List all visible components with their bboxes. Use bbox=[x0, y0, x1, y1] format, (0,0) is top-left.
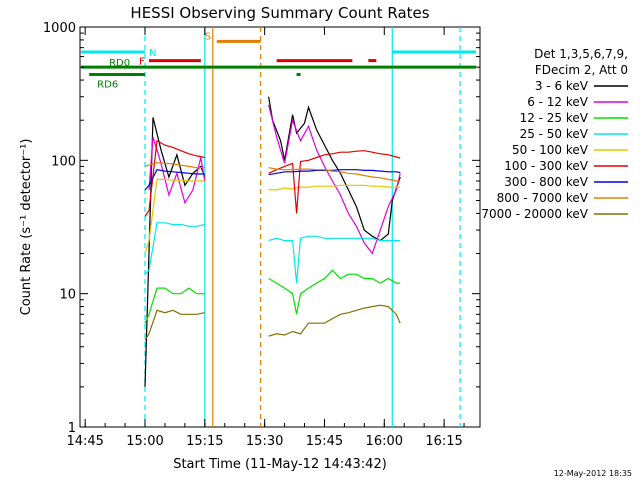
x-axis-label: Start Time (11-May-12 14:43:42) bbox=[173, 457, 387, 472]
flag-label-n: N bbox=[149, 48, 156, 59]
y-tick-label-1: 10 bbox=[59, 288, 76, 303]
x-tick-label-2: 15:15 bbox=[186, 434, 223, 449]
y-tick-label-2: 100 bbox=[51, 154, 76, 169]
y-axis: 1 10 100 1000 bbox=[43, 21, 480, 436]
series-lines bbox=[144, 96, 401, 387]
flag-label-f: F bbox=[139, 57, 145, 68]
plot-frame bbox=[79, 26, 481, 428]
legend-header-line-1: Det 1,3,5,6,7,9, bbox=[534, 47, 628, 61]
flag-label-rd0: RD0 bbox=[109, 58, 130, 69]
legend-label-6: 300 - 800 keV bbox=[504, 175, 588, 189]
x-tick-label-5: 16:00 bbox=[366, 434, 403, 449]
y-axis-label: Count Rate (s⁻¹ detector⁻¹) bbox=[19, 139, 34, 316]
series-line-1-1 bbox=[268, 104, 401, 255]
legend-label-0: 3 - 6 keV bbox=[535, 79, 589, 93]
legend-label-7: 800 - 7000 keV bbox=[497, 191, 589, 205]
series-line-2-0 bbox=[144, 287, 205, 324]
legend: Det 1,3,5,6,7,9, FDecim 2, Att 0 3 - 6 k… bbox=[481, 47, 628, 221]
series-line-2-1 bbox=[268, 269, 401, 315]
x-axis: 14:45 15:00 15:15 15:30 15:45 16:00 16:15 bbox=[66, 27, 465, 449]
x-tick-label-6: 16:15 bbox=[425, 434, 462, 449]
legend-label-1: 6 - 12 keV bbox=[527, 95, 589, 109]
x-tick-label-0: 14:45 bbox=[66, 434, 103, 449]
vertical-markers bbox=[144, 27, 461, 427]
series-line-0-1 bbox=[268, 96, 401, 242]
series-line-5-1 bbox=[268, 150, 401, 214]
legend-label-4: 50 - 100 keV bbox=[512, 143, 589, 157]
legend-label-5: 100 - 300 keV bbox=[504, 159, 588, 173]
legend-label-3: 25 - 50 keV bbox=[520, 127, 589, 141]
chart-title: HESSI Observing Summary Count Rates bbox=[130, 4, 429, 22]
x-tick-label-3: 15:30 bbox=[246, 434, 283, 449]
series-line-5-0 bbox=[144, 139, 205, 217]
legend-header-line-2: FDecim 2, Att 0 bbox=[535, 63, 628, 77]
series-line-3-1 bbox=[268, 235, 401, 284]
series-line-3-0 bbox=[144, 222, 205, 275]
legend-label-8: 7000 - 20000 keV bbox=[481, 207, 588, 221]
y-tick-label-0: 1 bbox=[68, 421, 76, 436]
series-line-7-1 bbox=[268, 167, 401, 182]
series-line-0-0 bbox=[144, 117, 206, 387]
legend-label-2: 12 - 25 keV bbox=[520, 111, 589, 125]
series-line-8-0 bbox=[144, 309, 205, 341]
x-tick-label-1: 15:00 bbox=[126, 434, 163, 449]
flag-label-rd6: RD6 bbox=[97, 80, 118, 91]
series-line-6-0 bbox=[144, 169, 205, 191]
flag-label-s: S bbox=[205, 31, 211, 42]
series-line-4-1 bbox=[268, 184, 401, 191]
x-tick-label-4: 15:45 bbox=[306, 434, 343, 449]
series-line-6-1 bbox=[268, 169, 401, 176]
series-line-4-0 bbox=[144, 178, 205, 254]
footer-timestamp: 12-May-2012 18:35 bbox=[554, 469, 632, 478]
flag-bars: NF S RD0 RD6 bbox=[81, 31, 477, 91]
series-line-8-1 bbox=[268, 304, 401, 337]
series-line-7-0 bbox=[144, 162, 205, 169]
y-tick-label-3: 1000 bbox=[43, 21, 76, 36]
